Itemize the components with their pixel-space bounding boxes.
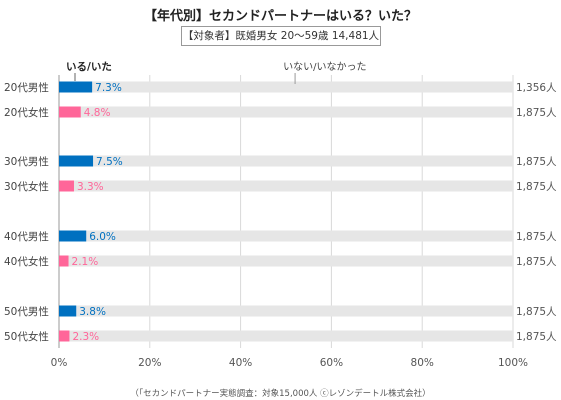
bar-segment-yes: [59, 230, 87, 242]
category-label: 50代女性: [4, 330, 49, 343]
category-label: 20代女性: [4, 106, 49, 119]
data-label: 3.3%: [77, 181, 104, 193]
sample-size-label: 1,875人: [516, 256, 557, 268]
category-label: 30代女性: [4, 180, 49, 193]
data-label: 7.3%: [95, 82, 122, 94]
sample-size-label: 1,875人: [516, 181, 557, 193]
labels: 0% 20% 40% 60% 80% 100% 20代男性 7.3% 1,356人 20代女性 4.…: [4, 61, 557, 369]
category-label: 40代女性: [4, 255, 49, 268]
chart-subtitle: 【対象者】既婚男女 20～59歳 14,481人: [181, 26, 381, 46]
x-tick-label: 80%: [411, 357, 434, 369]
data-label: 4.8%: [84, 107, 111, 119]
data-label: 6.0%: [89, 231, 116, 243]
bar-segment-yes: [59, 180, 74, 192]
x-tick-label: 40%: [229, 357, 252, 369]
bar-segment-none: [92, 81, 513, 93]
bar-segment-none: [68, 255, 513, 267]
category-label: 20代男性: [4, 81, 49, 94]
bar-segment-yes: [59, 155, 94, 167]
bar-segment-none: [93, 155, 514, 167]
category-label: 50代男性: [4, 305, 49, 318]
x-tick-label: 0%: [51, 357, 68, 369]
data-label: 2.1%: [72, 256, 99, 268]
sample-size-label: 1,875人: [516, 306, 557, 318]
source-footer: （「セカンドパートナー実態調査：対象15,000人 ⓒレゾンデートル株式会社）: [130, 389, 431, 399]
x-tick-label: 20%: [138, 357, 161, 369]
data-label: 7.5%: [96, 156, 123, 168]
series-label-no: いない/いなかった: [283, 61, 366, 73]
bar-segment-yes: [59, 330, 70, 342]
bar-segment-none: [69, 330, 513, 342]
bar-segment-none: [86, 230, 514, 242]
sample-size-label: 1,875人: [516, 156, 557, 168]
grid-lines: [58, 75, 514, 348]
data-label: 2.3%: [72, 331, 99, 343]
series-label-yes: いる/いた: [66, 61, 112, 73]
bar-segment-yes: [59, 106, 81, 118]
sample-size-label: 1,356人: [516, 82, 557, 94]
bar-segment-none: [80, 106, 514, 118]
bar-segment-none: [76, 305, 513, 317]
bar-segment-yes: [59, 305, 77, 317]
chart-title: 【年代別】セカンドパートナーはいる？いた？: [143, 9, 417, 24]
bar-segment-yes: [59, 255, 69, 267]
data-label: 3.8%: [79, 306, 106, 318]
bars: [59, 81, 514, 342]
x-tick-label: 100%: [498, 357, 528, 369]
sample-size-label: 1,875人: [516, 231, 557, 243]
x-tick-label: 60%: [320, 357, 343, 369]
category-label: 30代男性: [4, 155, 49, 168]
sample-size-label: 1,875人: [516, 331, 557, 343]
sample-size-label: 1,875人: [516, 107, 557, 119]
bar-segment-yes: [59, 81, 93, 93]
category-label: 40代男性: [4, 230, 49, 243]
bar-segment-none: [73, 180, 514, 192]
